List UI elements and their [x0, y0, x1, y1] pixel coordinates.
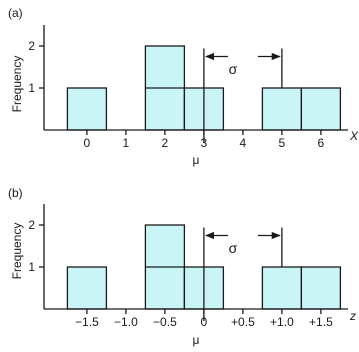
- histogram-bar: [300, 87, 342, 131]
- histogram-bar: [261, 266, 303, 310]
- x-tick-label: −1.5: [75, 315, 99, 329]
- histogram-bar: [66, 87, 108, 131]
- panel-label: (a): [8, 6, 23, 20]
- mean-label: μ: [193, 333, 200, 347]
- panel-a: (a) Frequency X σ μ 1 2 0 1 2 3 4 5 6: [8, 6, 359, 167]
- x-tick-label: +1.5: [309, 315, 333, 329]
- x-axis-title: X: [349, 129, 359, 143]
- x-tick-label: 1: [123, 136, 130, 150]
- x-tick-label: 5: [279, 136, 286, 150]
- histogram-bar: [261, 87, 303, 131]
- y-tick-label: 2: [28, 218, 35, 232]
- x-axis-title: z: [349, 309, 356, 323]
- histogram-bar: [66, 266, 108, 310]
- x-tick-label: 0: [84, 136, 91, 150]
- y-tick-label: 2: [28, 39, 35, 53]
- histogram-bar: [300, 266, 342, 310]
- x-tick-label: 2: [162, 136, 169, 150]
- y-tick-label: 1: [28, 81, 35, 95]
- x-tick-label: −1.0: [114, 315, 138, 329]
- x-tick-label: −0.5: [153, 315, 177, 329]
- y-axis-title: Frequency: [10, 223, 24, 280]
- sigma-label: σ: [229, 61, 238, 77]
- sigma-label: σ: [229, 240, 238, 256]
- panel-b: (b) Frequency z σ μ 1 2 −1.5 −1.0 −0.5 0 +0.5 +…: [8, 186, 356, 347]
- y-axis-title: Frequency: [10, 56, 24, 113]
- x-tick-label: 0: [201, 315, 208, 329]
- mean-label: μ: [193, 153, 200, 167]
- x-tick-label: +0.5: [231, 315, 255, 329]
- x-tick-label: 4: [240, 136, 247, 150]
- x-tick-label: 6: [318, 136, 325, 150]
- x-tick-label: 3: [201, 136, 208, 150]
- x-tick-label: +1.0: [270, 315, 294, 329]
- y-tick-label: 1: [28, 260, 35, 274]
- panel-label: (b): [8, 186, 23, 200]
